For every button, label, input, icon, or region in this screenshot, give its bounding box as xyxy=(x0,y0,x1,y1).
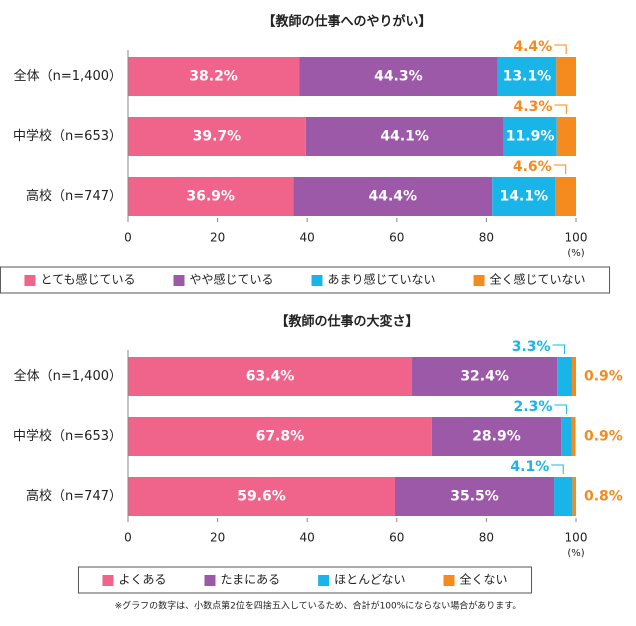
value-label: 4.4% xyxy=(513,39,552,55)
legend-swatch xyxy=(318,575,330,586)
label-leader xyxy=(553,164,567,174)
category-label: 中学校（n=653） xyxy=(13,128,122,144)
value-label: 4.6% xyxy=(513,159,552,175)
x-tick-label: 100 xyxy=(565,531,588,545)
legend-swatch xyxy=(102,575,114,586)
legend: よくある たまにある ほとんどない 全くない xyxy=(77,566,533,594)
x-tick-label: 60 xyxy=(389,231,404,245)
value-label: 36.9% xyxy=(186,189,235,205)
bar-segment xyxy=(571,357,576,396)
legend-label: よくある xyxy=(118,573,166,587)
bar-segment xyxy=(431,417,562,456)
bar-segment xyxy=(557,357,572,396)
value-label: 4.1% xyxy=(510,459,549,475)
value-label: 44.1% xyxy=(380,129,429,145)
value-label: 59.6% xyxy=(237,489,286,505)
value-label: 4.3% xyxy=(514,99,553,115)
bar-segment xyxy=(305,117,504,156)
x-tick-label: 80 xyxy=(479,231,494,245)
x-axis-label: (%) xyxy=(567,248,584,259)
value-label: 67.8% xyxy=(256,429,305,445)
value-label: 44.4% xyxy=(368,189,417,205)
footnote: ※グラフの数字は、小数点第2位を四捨五入しているため、合計が100%にならない場… xyxy=(115,600,522,612)
bar-segment xyxy=(555,177,576,216)
category-label: 全体（n=1,400） xyxy=(14,368,122,384)
value-label: 0.9% xyxy=(584,429,623,445)
bar-segment xyxy=(128,477,396,516)
label-leader xyxy=(554,404,567,414)
legend-swatch xyxy=(473,275,485,286)
legend-swatch xyxy=(24,275,36,286)
label-leader xyxy=(551,464,564,474)
bar-segment xyxy=(412,357,558,396)
category-label: 高校（n=747） xyxy=(26,488,122,504)
x-tick-label: 20 xyxy=(210,531,225,545)
bar-segment xyxy=(503,117,557,156)
bar-segment xyxy=(556,117,576,156)
value-label: 35.5% xyxy=(450,489,499,505)
legend-label: たまにある xyxy=(220,573,280,587)
value-label: 2.3% xyxy=(514,399,553,415)
bar-segment xyxy=(395,477,555,516)
x-tick-label: 80 xyxy=(479,531,494,545)
chart-title: 【教師の仕事へのやりがい】 xyxy=(262,14,431,30)
legend-swatch xyxy=(311,275,323,286)
value-label: 13.1% xyxy=(503,69,552,85)
category-label: 全体（n=1,400） xyxy=(14,68,122,84)
bar-segment xyxy=(497,57,557,96)
legend-swatch xyxy=(173,275,185,286)
value-label: 32.4% xyxy=(460,369,509,385)
x-tick-label: 100 xyxy=(565,231,588,245)
value-label: 28.9% xyxy=(472,429,521,445)
x-tick-label: 40 xyxy=(300,531,315,545)
bar-segment xyxy=(128,417,432,456)
x-tick-label: 0 xyxy=(124,231,132,245)
legend-label: 全く感じていない xyxy=(490,272,586,287)
bar-segment xyxy=(293,177,493,216)
bar-segment xyxy=(571,417,576,456)
value-label: 39.7% xyxy=(193,129,242,145)
value-label: 38.2% xyxy=(189,69,238,85)
value-label: 44.3% xyxy=(374,69,423,85)
value-label: 14.1% xyxy=(500,189,549,205)
value-label: 63.4% xyxy=(246,369,295,385)
bar-segment xyxy=(128,177,294,216)
x-axis-label: (%) xyxy=(567,548,584,559)
legend-label: やや感じている xyxy=(190,272,274,287)
bar-segment xyxy=(492,177,556,216)
bar-segment xyxy=(128,57,300,96)
legend-swatch xyxy=(204,575,216,586)
bar-segment xyxy=(556,57,576,96)
legend-box xyxy=(0,266,611,294)
legend-label: あまり感じていない xyxy=(328,272,436,287)
value-label: 11.9% xyxy=(506,129,555,145)
category-label: 中学校（n=653） xyxy=(13,428,122,444)
value-label: 3.3% xyxy=(512,339,551,355)
x-tick-label: 20 xyxy=(210,231,225,245)
value-label: 0.8% xyxy=(584,489,623,505)
label-leader xyxy=(554,44,567,54)
legend-label: 全くない xyxy=(460,572,508,587)
legend-label: ほとんどない xyxy=(334,573,405,587)
bar-segment xyxy=(554,477,573,516)
bar-segment xyxy=(572,477,576,516)
legend-box xyxy=(77,566,533,594)
bar-segment xyxy=(561,417,572,456)
legend: とても感じている やや感じている あまり感じていない 全く感じていない xyxy=(0,266,611,294)
value-label: 0.9% xyxy=(584,369,623,385)
x-tick-label: 40 xyxy=(300,231,315,245)
label-leader xyxy=(552,344,566,354)
bar-segment xyxy=(299,57,498,96)
x-tick-label: 0 xyxy=(124,531,132,545)
legend-label: とても感じている xyxy=(40,272,135,287)
x-tick-label: 60 xyxy=(389,531,404,545)
bar-segment xyxy=(128,117,306,156)
category-label: 高校（n=747） xyxy=(26,188,122,204)
chart-title: 【教師の仕事の大変さ】 xyxy=(275,314,418,330)
legend-swatch xyxy=(443,575,455,586)
bar-segment xyxy=(128,357,413,396)
label-leader xyxy=(554,104,567,114)
